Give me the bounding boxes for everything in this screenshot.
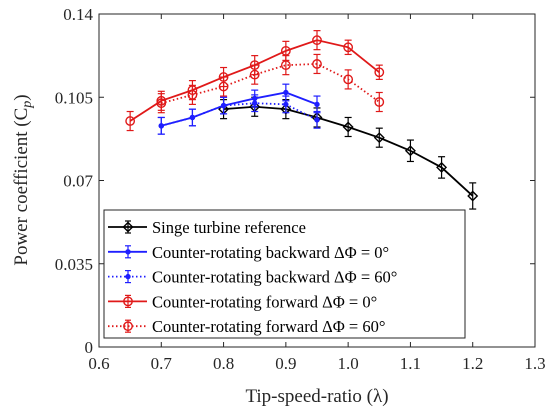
data-point — [343, 42, 354, 53]
data-point — [220, 102, 227, 109]
legend-marker — [123, 296, 133, 307]
legend-entry: Counter-rotating forward ΔΦ = 0° — [108, 292, 377, 311]
data-point — [218, 81, 229, 92]
y-axis-title-subscript: p — [20, 101, 35, 109]
data-point — [312, 35, 322, 46]
data-point — [283, 89, 289, 96]
data-point — [374, 67, 385, 78]
data-point — [342, 121, 354, 133]
legend-entry: Counter-rotating backward ΔΦ = 60° — [108, 268, 397, 287]
x-tick-label: 0.6 — [88, 354, 109, 373]
data-point — [187, 89, 198, 100]
data-point — [314, 117, 320, 123]
legend: Singe turbine reference Counter-rotating … — [103, 209, 466, 339]
series-line — [161, 91, 318, 127]
data-point — [283, 101, 289, 108]
x-tick-label: 1.3 — [524, 354, 545, 373]
data-point — [280, 60, 291, 71]
legend-label: Counter-rotating forward ΔΦ = 60° — [152, 317, 385, 336]
y-axis-title-main: Power coefficient (C — [11, 108, 32, 266]
data-point — [249, 69, 260, 80]
data-point — [312, 59, 322, 69]
data-point — [343, 74, 354, 85]
data-point — [314, 101, 320, 108]
y-tick-label: 0.07 — [63, 172, 93, 191]
data-point — [373, 132, 385, 144]
legend-label: Counter-rotating backward ΔΦ = 0° — [152, 243, 389, 262]
data-point — [436, 161, 448, 173]
y-axis-title-close: ) — [11, 94, 32, 100]
x-axis-title: Tip-speed-ratio (λ) — [245, 386, 388, 407]
series-2 — [157, 94, 321, 135]
legend-marker — [125, 249, 131, 255]
x-tick-label: 1.2 — [462, 354, 483, 373]
data-point — [125, 116, 136, 126]
y-axis-title: Power coefficient (Cp) — [11, 94, 35, 265]
series-line — [161, 102, 318, 127]
data-point — [404, 145, 416, 157]
data-point — [158, 123, 164, 129]
legend-marker — [122, 221, 134, 233]
axis-ticks: 0.6 0.7 0.8 0.9 1.0 1.1 1.2 1.3 0 0.035 0.07 0.105 0… — [55, 5, 546, 373]
data-point — [467, 190, 479, 202]
x-tick-label: 0.8 — [213, 354, 234, 373]
legend-marker — [123, 321, 133, 332]
data-point — [280, 103, 292, 115]
y-tick-label: 0.14 — [63, 5, 93, 24]
series-layer — [125, 30, 479, 210]
y-tick-label: 0 — [85, 338, 94, 357]
x-tick-label: 1.1 — [400, 354, 421, 373]
data-point — [189, 114, 196, 121]
x-tick-label: 0.7 — [151, 354, 173, 373]
data-point — [156, 98, 167, 109]
legend-label: Singe turbine reference — [152, 218, 306, 237]
y-tick-label: 0.105 — [55, 88, 93, 107]
legend-label: Counter-rotating backward ΔΦ = 60° — [152, 268, 397, 287]
legend-entry: Counter-rotating backward ΔΦ = 0° — [108, 243, 389, 262]
legend-marker — [125, 273, 131, 280]
legend-entry: Singe turbine reference — [108, 218, 306, 237]
data-point — [252, 100, 258, 106]
data-point — [374, 97, 385, 107]
y-tick-label: 0.035 — [55, 255, 93, 274]
legend-label: Counter-rotating forward ΔΦ = 0° — [152, 292, 377, 311]
x-tick-label: 0.9 — [275, 354, 296, 373]
legend-entry: Counter-rotating forward ΔΦ = 60° — [108, 317, 385, 336]
legend-box — [103, 209, 466, 339]
x-tick-label: 1.0 — [338, 354, 359, 373]
series-4 — [156, 53, 385, 114]
